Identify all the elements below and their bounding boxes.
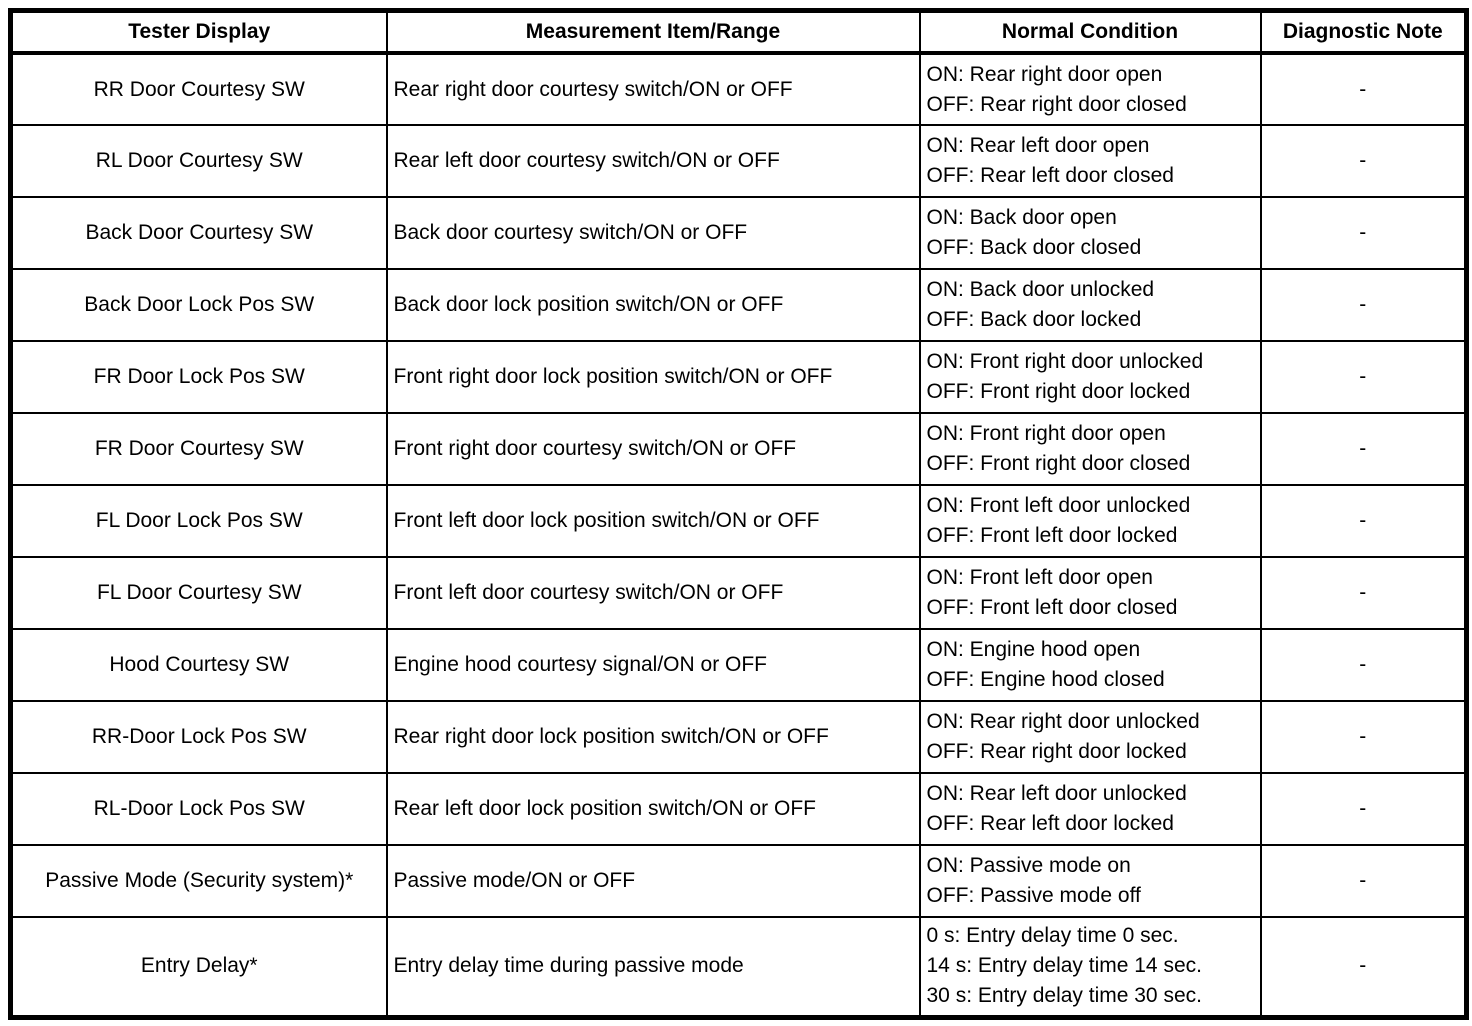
tester-display-cell: RR-Door Lock Pos SW [9, 700, 388, 774]
measurement-item-cell: Rear left door lock position switch/ON o… [385, 772, 921, 846]
tester-display-cell: Entry Delay* [9, 916, 388, 1018]
tester-display-cell: FR Door Lock Pos SW [9, 340, 388, 414]
table-row: RL Door Courtesy SW Rear left door court… [9, 124, 1468, 198]
normal-condition-cell: ON: Rear right door open OFF: Rear right… [918, 52, 1262, 126]
data-list-table: Tester Display Measurement Item/Range No… [8, 8, 1469, 1020]
table-row: FR Door Lock Pos SW Front right door loc… [9, 340, 1468, 414]
diagnostic-note-cell: - [1259, 700, 1468, 774]
tester-display-cell: Back Door Courtesy SW [9, 196, 388, 270]
normal-condition-cell: ON: Rear left door open OFF: Rear left d… [918, 124, 1262, 198]
tester-display-cell: Back Door Lock Pos SW [9, 268, 388, 342]
normal-condition-cell: ON: Front left door unlocked OFF: Front … [918, 484, 1262, 558]
normal-condition-cell: ON: Passive mode on OFF: Passive mode of… [918, 844, 1262, 918]
table-row: Back Door Courtesy SW Back door courtesy… [9, 196, 1468, 270]
diagnostic-note-cell: - [1259, 340, 1468, 414]
tester-display-cell: FL Door Courtesy SW [9, 556, 388, 630]
diagnostic-note-cell: - [1259, 124, 1468, 198]
table-row: FL Door Courtesy SW Front left door cour… [9, 556, 1468, 630]
diagnostic-note-cell: - [1259, 52, 1468, 126]
normal-condition-cell: ON: Front right door open OFF: Front rig… [918, 412, 1262, 486]
normal-condition-cell: 0 s: Entry delay time 0 sec. 14 s: Entry… [918, 916, 1262, 1018]
diagnostic-note-cell: - [1259, 412, 1468, 486]
diagnostic-note-cell: - [1259, 628, 1468, 702]
normal-condition-cell: ON: Back door open OFF: Back door closed [918, 196, 1262, 270]
tester-display-cell: RL Door Courtesy SW [9, 124, 388, 198]
measurement-item-cell: Back door courtesy switch/ON or OFF [385, 196, 921, 270]
diagnostic-note-cell: - [1259, 268, 1468, 342]
measurement-item-cell: Back door lock position switch/ON or OFF [385, 268, 921, 342]
normal-condition-cell: ON: Engine hood open OFF: Engine hood cl… [918, 628, 1262, 702]
tester-display-cell: Hood Courtesy SW [9, 628, 388, 702]
measurement-item-cell: Rear right door courtesy switch/ON or OF… [385, 52, 921, 126]
tester-display-cell: RR Door Courtesy SW [9, 52, 388, 126]
column-header-tester-display: Tester Display [9, 9, 388, 55]
table-row: RR-Door Lock Pos SW Rear right door lock… [9, 700, 1468, 774]
diagnostic-note-cell: - [1259, 484, 1468, 558]
tester-display-cell: RL-Door Lock Pos SW [9, 772, 388, 846]
table-row: RL-Door Lock Pos SW Rear left door lock … [9, 772, 1468, 846]
normal-condition-cell: ON: Front right door unlocked OFF: Front… [918, 340, 1262, 414]
table-row: Hood Courtesy SW Engine hood courtesy si… [9, 628, 1468, 702]
normal-condition-cell: ON: Back door unlocked OFF: Back door lo… [918, 268, 1262, 342]
column-header-measurement-item-range: Measurement Item/Range [385, 9, 921, 55]
measurement-item-cell: Front left door lock position switch/ON … [385, 484, 921, 558]
measurement-item-cell: Front right door courtesy switch/ON or O… [385, 412, 921, 486]
normal-condition-cell: ON: Front left door open OFF: Front left… [918, 556, 1262, 630]
measurement-item-cell: Entry delay time during passive mode [385, 916, 921, 1018]
table-row: FL Door Lock Pos SW Front left door lock… [9, 484, 1468, 558]
tester-display-cell: FL Door Lock Pos SW [9, 484, 388, 558]
normal-condition-cell: ON: Rear right door unlocked OFF: Rear r… [918, 700, 1262, 774]
tester-display-cell: FR Door Courtesy SW [9, 412, 388, 486]
table-row: Entry Delay* Entry delay time during pas… [9, 916, 1468, 1018]
column-header-diagnostic-note: Diagnostic Note [1259, 9, 1468, 55]
measurement-item-cell: Passive mode/ON or OFF [385, 844, 921, 918]
tester-display-cell: Passive Mode (Security system)* [9, 844, 388, 918]
diagnostic-note-cell: - [1259, 196, 1468, 270]
diagnostic-note-cell: - [1259, 844, 1468, 918]
measurement-item-cell: Rear left door courtesy switch/ON or OFF [385, 124, 921, 198]
measurement-item-cell: Rear right door lock position switch/ON … [385, 700, 921, 774]
table-row: FR Door Courtesy SW Front right door cou… [9, 412, 1468, 486]
table-row: Back Door Lock Pos SW Back door lock pos… [9, 268, 1468, 342]
diagnostic-note-cell: - [1259, 916, 1468, 1018]
table-row: RR Door Courtesy SW Rear right door cour… [9, 52, 1468, 126]
normal-condition-cell: ON: Rear left door unlocked OFF: Rear le… [918, 772, 1262, 846]
diagnostic-note-cell: - [1259, 772, 1468, 846]
table-row: Passive Mode (Security system)* Passive … [9, 844, 1468, 918]
table-header-row: Tester Display Measurement Item/Range No… [9, 9, 1468, 55]
measurement-item-cell: Engine hood courtesy signal/ON or OFF [385, 628, 921, 702]
diagnostic-note-cell: - [1259, 556, 1468, 630]
measurement-item-cell: Front right door lock position switch/ON… [385, 340, 921, 414]
column-header-normal-condition: Normal Condition [918, 9, 1262, 55]
measurement-item-cell: Front left door courtesy switch/ON or OF… [385, 556, 921, 630]
